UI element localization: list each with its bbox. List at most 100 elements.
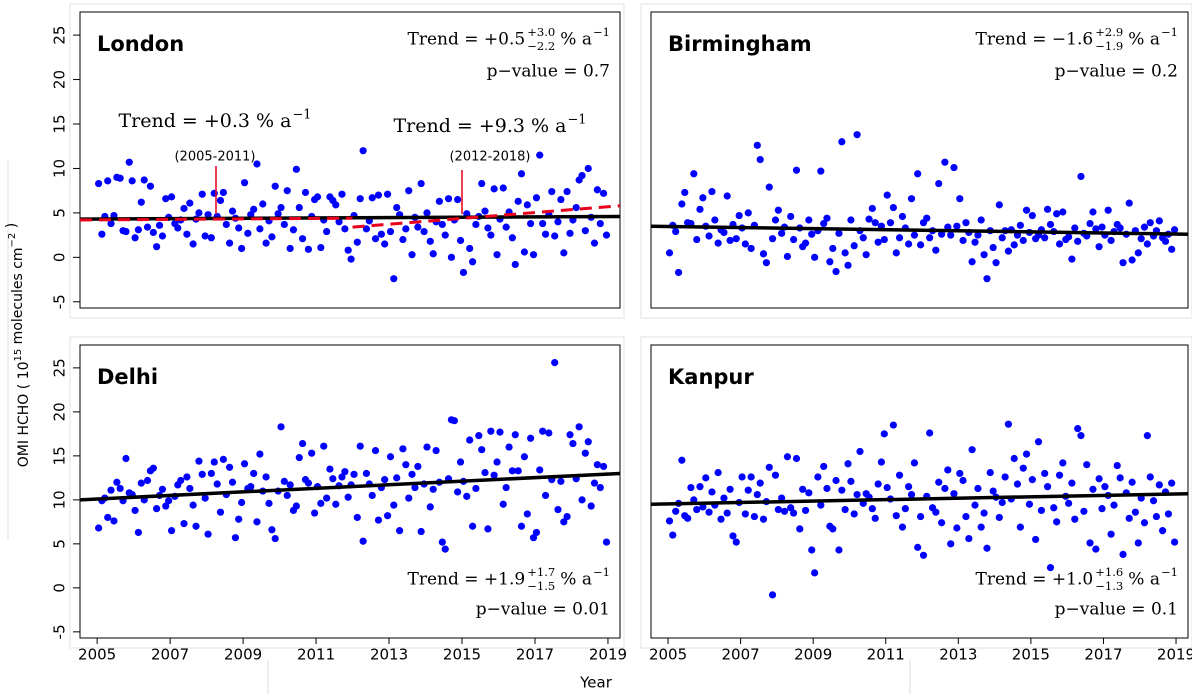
data-point [1143,240,1151,248]
data-point [271,534,279,543]
data-point [1046,564,1055,572]
y-tick-label: 20 [51,402,69,421]
data-point [723,192,731,200]
data-point [693,235,701,244]
data-point [454,195,462,204]
data-point [329,475,337,483]
data-point [1043,205,1052,213]
data-point [968,446,976,454]
data-point [932,246,940,254]
data-point [1010,454,1018,463]
data-point [295,203,303,212]
data-point [1149,497,1158,505]
data-point [289,226,298,234]
data-point [1137,235,1145,243]
data-point [320,442,328,450]
data-point [590,479,599,487]
data-point [472,220,480,229]
data-point [107,486,115,494]
data-point [502,223,510,231]
annotation-text: Trend = +1.0 [976,570,1094,590]
data-point [787,212,795,221]
data-point [989,487,997,495]
data-point [923,214,931,222]
data-point [1128,478,1136,486]
data-point [892,512,900,520]
data-point [1074,424,1082,433]
data-point [801,506,810,515]
panel-title: Birmingham [668,32,812,56]
data-point [711,216,719,224]
data-point [1125,514,1133,522]
data-point [180,204,188,213]
data-point [527,434,535,442]
annotation-text: % a [1128,30,1160,50]
panel-frame [69,3,625,319]
data-point [517,170,526,178]
data-point [693,505,701,514]
data-point [575,423,583,431]
data-point [980,251,988,259]
data-point [717,515,725,523]
data-point [898,523,907,531]
data-point [674,268,683,277]
data-point [829,244,837,253]
annotation-upper: +2.9 [1095,25,1123,39]
data-point [926,234,934,242]
data-point [1077,432,1085,440]
data-point [563,187,571,196]
data-point [602,538,611,546]
data-point [1089,208,1097,216]
data-point [222,220,230,229]
data-point [729,532,737,540]
data-point [158,232,167,240]
data-point [201,494,209,502]
data-point [1028,476,1036,484]
data-point [1053,518,1061,526]
data-point [1086,219,1094,228]
data-point [1125,199,1133,207]
data-point [741,240,749,248]
data-point [741,510,749,518]
data-point [1116,224,1124,232]
y-tick-label: 20 [51,70,69,89]
data-point [823,214,831,222]
data-point [880,235,888,244]
data-point [723,509,731,517]
data-point [1055,471,1064,479]
data-point [377,230,385,238]
data-point [268,233,276,241]
data-point [411,483,419,492]
x-tick-label: 2013 [370,646,408,664]
data-point [463,492,471,500]
data-point [484,525,492,533]
data-point [1071,224,1079,232]
data-point [1019,464,1027,472]
data-point [98,230,106,238]
data-point [213,480,221,488]
annotation-lower: −2.2 [527,39,555,53]
data-point [593,186,601,194]
data-point [841,505,849,514]
data-point [414,462,422,471]
data-point [805,216,813,224]
data-point [256,450,264,458]
data-point [932,508,940,516]
data-point [277,423,285,431]
data-point [747,244,755,253]
data-point [238,498,246,507]
data-point [116,484,124,493]
data-point [551,358,559,367]
data-point [720,228,728,237]
data-point [228,478,237,486]
data-point [198,470,206,478]
data-point [496,428,504,436]
data-point [844,460,852,468]
data-point [1022,450,1031,458]
data-point [584,438,592,446]
data-point [204,530,212,538]
data-point [762,259,770,267]
data-point [823,484,831,493]
data-point [393,203,401,212]
